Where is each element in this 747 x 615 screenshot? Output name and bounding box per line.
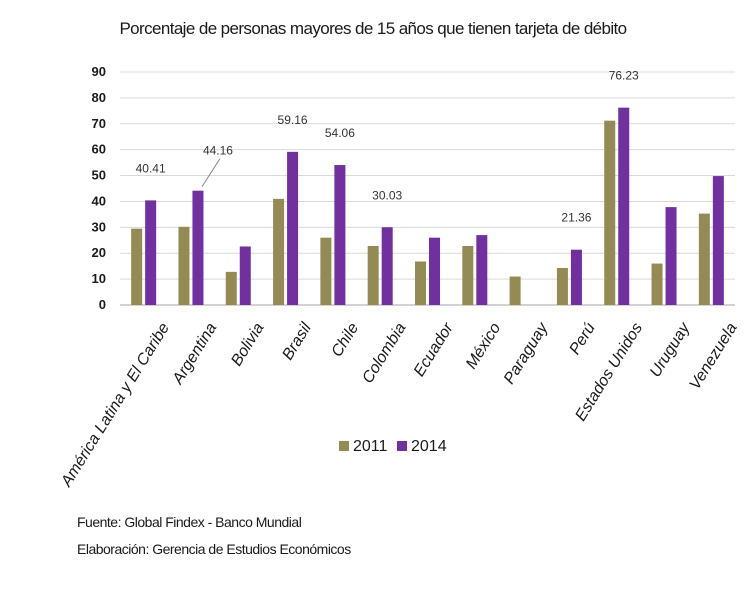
bar-2014 xyxy=(192,190,204,305)
x-category-label: Chile xyxy=(329,320,363,360)
legend-swatch xyxy=(339,441,349,451)
bar-2011 xyxy=(320,237,332,305)
x-category-label: Paraguay xyxy=(501,319,552,387)
bar-2014 xyxy=(429,237,440,305)
x-category-label: Argentina xyxy=(169,320,220,388)
bar-2014 xyxy=(476,235,488,305)
data-label: 76.23 xyxy=(609,69,639,83)
data-label: 54.06 xyxy=(325,126,355,140)
legend: 2011 2014 xyxy=(339,438,447,455)
bar-2014 xyxy=(712,176,724,305)
bar-2014 xyxy=(618,107,630,305)
bar-2011 xyxy=(651,263,663,305)
legend-label: 2014 xyxy=(411,438,447,455)
bar-2011 xyxy=(556,267,568,305)
x-category-label: Brasil xyxy=(279,320,315,363)
source-note: Fuente: Global Findex - Banco Mundial xyxy=(77,514,302,530)
bar-2011 xyxy=(178,226,190,305)
x-category-label: América Latina y El Caribe xyxy=(58,320,173,491)
bar-2014 xyxy=(570,249,582,305)
credit-note: Elaboración: Gerencia de Estudios Económ… xyxy=(77,541,351,557)
x-category-label: Colombia xyxy=(359,320,409,386)
bar-2011 xyxy=(415,261,426,305)
y-tick-label: 70 xyxy=(92,116,106,131)
y-tick-label: 20 xyxy=(92,245,106,260)
chart-title: Porcentaje de personas mayores de 15 año… xyxy=(119,19,626,38)
bar-2011 xyxy=(462,245,474,305)
y-tick-label: 90 xyxy=(92,64,106,79)
bar-2011 xyxy=(604,120,616,305)
data-label: 21.36 xyxy=(561,211,591,225)
legend-label: 2011 xyxy=(353,438,388,455)
y-tick-label: 50 xyxy=(92,168,106,183)
data-label: 40.41 xyxy=(136,161,166,175)
bar-2014 xyxy=(381,227,393,305)
x-category-label: Bolivia xyxy=(228,320,267,369)
data-label: 30.03 xyxy=(372,188,402,202)
y-tick-label: 30 xyxy=(92,219,106,234)
bars xyxy=(131,107,724,305)
legend-swatch xyxy=(397,441,407,451)
bar-2014 xyxy=(239,246,251,305)
data-labels: 40.41 44.16 59.16 54.06 30.03 21.36 76.23 xyxy=(136,69,639,225)
bar-2014 xyxy=(145,200,157,305)
bar-2011 xyxy=(225,271,237,305)
grid-lines xyxy=(120,71,735,306)
bar-2014 xyxy=(665,207,677,305)
data-label-leader xyxy=(201,158,221,187)
bar-2011 xyxy=(131,228,143,305)
bar-2011 xyxy=(698,213,710,305)
x-category-label: Ecuador xyxy=(411,320,457,380)
x-category-label: Perú xyxy=(566,320,598,358)
y-tick-label: 0 xyxy=(99,297,106,312)
data-label: 44.16 xyxy=(203,144,233,158)
bar-2011 xyxy=(367,245,379,305)
y-tick-label: 40 xyxy=(92,193,106,208)
bar-2011 xyxy=(509,276,521,305)
x-category-label: Uruguay xyxy=(647,319,694,380)
y-tick-label: 80 xyxy=(92,90,106,105)
bar-2011 xyxy=(273,198,285,305)
y-tick-label: 60 xyxy=(92,142,106,157)
bar-2014 xyxy=(334,165,346,305)
data-label: 59.16 xyxy=(278,113,308,127)
x-category-label: México xyxy=(463,320,504,372)
x-category-label: Venezuela xyxy=(687,320,741,393)
y-tick-label: 10 xyxy=(92,271,106,286)
bar-2014 xyxy=(287,151,299,305)
y-axis-ticks: 0 10 20 30 40 50 60 70 80 90 xyxy=(92,64,106,312)
